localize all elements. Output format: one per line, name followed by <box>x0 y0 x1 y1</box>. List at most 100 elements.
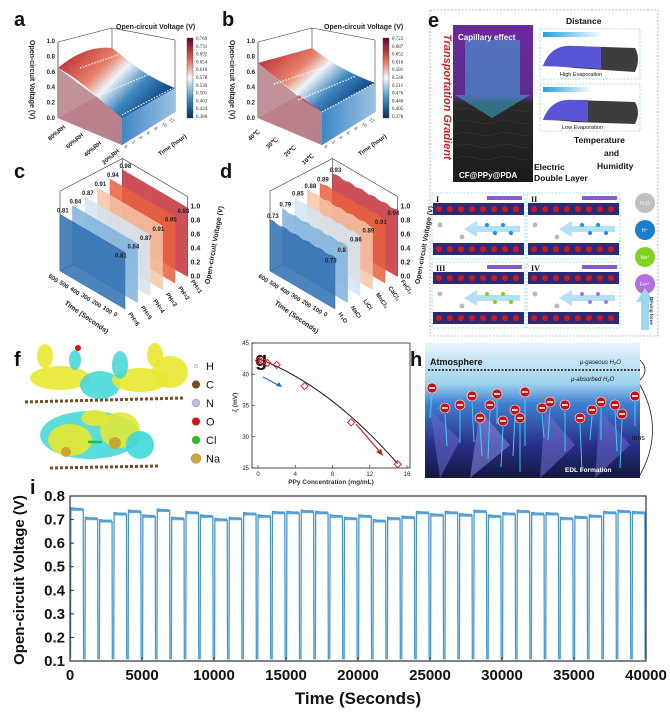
negative-charge-icon <box>458 275 464 281</box>
end-value-label: 0.98 <box>178 209 190 215</box>
ion-flow-arrow-icon <box>464 290 520 306</box>
category-label: H₂O <box>336 312 348 325</box>
voltage-pulse <box>473 509 488 660</box>
panel-label-h: h <box>410 349 422 371</box>
voltage-pulse <box>228 516 243 660</box>
x-axis-label: PPy Concentration (mg/mL) <box>288 479 374 486</box>
time-tick-label: 8 <box>353 127 358 133</box>
charge-density-lower <box>40 410 161 470</box>
x-tick-label: 12 <box>366 472 373 478</box>
z-tick-label: 1.0 <box>247 39 256 45</box>
y-tick-label: 0.8 <box>44 488 65 505</box>
negative-charge-icon <box>469 206 475 212</box>
category-tick-label: 40℃ <box>247 128 262 142</box>
negative-charge-icon <box>564 206 570 212</box>
ion-trajectory-arrow-icon <box>444 413 448 447</box>
y-axis-label: ζ (mV) <box>232 393 239 412</box>
time-axis-label: Time (hour) <box>358 134 388 158</box>
z-tick-label: 0.4 <box>47 85 56 91</box>
negative-charge-icon <box>531 246 537 252</box>
negative-charge-icon <box>491 206 497 212</box>
voltage-pulse <box>257 514 272 660</box>
zeta-potential-chart: 0 4 8 12 16 25 30 35 40 45 PPy Concentration (mg/m… <box>232 341 411 486</box>
voltage-pulse <box>386 516 402 660</box>
x-tick-label: 5000 <box>125 667 158 684</box>
colorbar-tick-label: 0.476 <box>392 92 404 97</box>
voltage-pulse <box>300 509 315 660</box>
category-tick-label: 20%RH <box>101 149 121 167</box>
ion-icon <box>501 292 505 296</box>
negative-charge-icon <box>513 246 519 252</box>
negative-charge-icon <box>586 275 592 281</box>
pulse-plateau <box>416 511 429 515</box>
negative-charge-icon <box>447 315 453 321</box>
pulse-plateau <box>603 511 617 515</box>
voltage-pulse <box>617 509 632 660</box>
pulse-plateau <box>459 513 473 517</box>
time-tick-label: 400 <box>279 286 291 297</box>
time-tick-label: 4 <box>338 136 343 142</box>
minus-sign-icon <box>562 404 568 406</box>
distance-gradient-bar <box>543 87 593 92</box>
atom-label: N <box>206 398 214 410</box>
charged-wall <box>433 243 524 255</box>
negative-charge-icon <box>542 315 548 321</box>
y-tick-label: 35 <box>242 404 249 410</box>
x-tick-label: 10000 <box>193 667 235 684</box>
atom-label: C <box>206 380 214 392</box>
voltage-pulse <box>242 511 258 660</box>
pulse-plateau <box>157 508 170 512</box>
data-line <box>99 72 153 96</box>
pulse-plateau <box>574 516 588 520</box>
z-tick-label: 1.0 <box>401 204 411 211</box>
y-axis-label: Open-circuit Voltage (V) <box>11 495 28 665</box>
panel-label-i: i <box>30 477 36 499</box>
time-tick-label: 100 <box>311 305 323 316</box>
colorbar <box>186 37 194 119</box>
edl-formation-label: EDL Formation <box>565 467 611 474</box>
pulse-plateau <box>344 517 357 521</box>
subpanel-frame <box>526 192 621 260</box>
voltage-pulse <box>372 518 387 660</box>
ion-trajectory-arrow-icon <box>579 423 583 473</box>
pulse-plateau <box>632 511 645 515</box>
x-axis-label: Time (Seconds) <box>295 689 421 708</box>
negative-charge-icon <box>436 246 442 252</box>
pulse-plateau <box>445 511 458 515</box>
water-molecule-icon <box>459 303 465 309</box>
y-tick-label: 30 <box>242 435 249 441</box>
category-label: PH=1 <box>189 279 203 295</box>
y-tick-label: 0.4 <box>44 582 66 599</box>
pulse-plateau <box>373 519 386 523</box>
z-tick-label: 0.8 <box>401 218 411 225</box>
legend-ion-label: Na⁺ <box>640 255 649 261</box>
high-evaporation-label: High Evaporation <box>560 72 602 78</box>
time-tick-label: 600 <box>257 274 269 285</box>
y-tick-label: 40 <box>242 372 249 378</box>
colorbar-tick-label: 0.692 <box>196 53 208 58</box>
negative-charge-icon <box>608 315 614 321</box>
pulse-plateau <box>142 514 156 518</box>
data-line <box>121 87 174 116</box>
voltage-slab <box>269 219 336 310</box>
voltage-pulse <box>98 518 114 660</box>
negative-charge-icon <box>597 246 603 252</box>
data-line <box>321 83 374 113</box>
legend-ion-icon <box>635 220 655 240</box>
atom-c-icon <box>191 380 201 389</box>
start-value-label: 0.93 <box>330 168 342 174</box>
negative-charge-icon <box>491 315 497 321</box>
negative-ions <box>426 382 641 473</box>
colorbar-tick-label: 0.386 <box>196 115 208 120</box>
ion-icon <box>485 223 489 227</box>
voltage-pulse <box>415 510 430 660</box>
colorbar-title: Open-circuit Voltage (V) <box>324 24 403 31</box>
pulse-plateau <box>229 517 242 521</box>
atom-n-icon <box>191 398 201 408</box>
time-tick-label: 10 <box>360 122 367 129</box>
subpanel-frame <box>431 261 526 329</box>
start-value-label: 0.81 <box>57 208 69 214</box>
voltage-pulse <box>444 510 459 660</box>
